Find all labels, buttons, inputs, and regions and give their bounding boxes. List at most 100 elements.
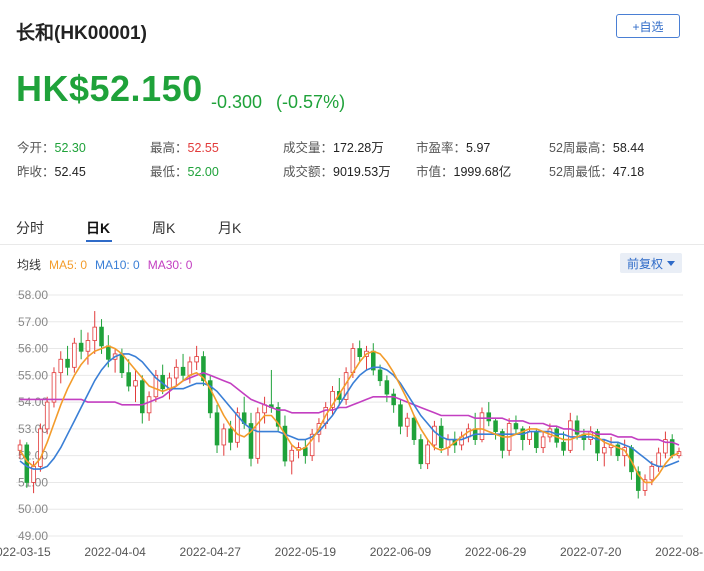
candlestick-chart[interactable]: 58.0057.0056.0055.0054.0053.0052.0051.00… bbox=[0, 280, 704, 571]
candle-body bbox=[119, 353, 125, 374]
candle-body bbox=[275, 407, 281, 427]
candle-body bbox=[540, 436, 546, 449]
candle-body bbox=[85, 340, 91, 352]
candle-body bbox=[656, 452, 661, 467]
stat-label: 今开： bbox=[17, 141, 55, 155]
candle-body bbox=[479, 412, 485, 440]
candle-body bbox=[642, 479, 648, 491]
chevron-down-icon bbox=[667, 260, 675, 266]
stat-label: 52周最高： bbox=[549, 141, 613, 155]
add-watchlist-button[interactable]: +自选 bbox=[616, 14, 680, 38]
candle-body bbox=[330, 391, 335, 408]
tab-weekly[interactable]: 周K bbox=[152, 220, 176, 236]
candle-body bbox=[500, 431, 505, 451]
tab-divider bbox=[0, 244, 704, 245]
candle-body bbox=[173, 366, 179, 379]
x-tick-label: 2022-05-19 bbox=[275, 545, 337, 559]
adjust-dropdown[interactable]: 前复权 bbox=[620, 253, 682, 273]
ma5-line bbox=[19, 345, 680, 484]
stat-value: 52.30 bbox=[54, 141, 86, 155]
candle-body bbox=[357, 348, 362, 357]
stat-label: 最高： bbox=[150, 141, 188, 155]
stat-label: 市盈率： bbox=[416, 141, 467, 155]
stat-value: 52.45 bbox=[54, 165, 86, 179]
tab-daily[interactable]: 日K bbox=[86, 220, 111, 236]
stat-item: 最低：52.00 bbox=[150, 161, 219, 180]
candle-body bbox=[418, 439, 424, 465]
ma-legend-item: MA30: 0 bbox=[147, 258, 193, 272]
y-tick-label: 57.00 bbox=[18, 315, 48, 329]
stat-value: 58.44 bbox=[612, 141, 645, 155]
candle-body bbox=[194, 356, 199, 363]
ma-legend: 均线 MA5: 0 MA10: 0 MA30: 0 bbox=[17, 256, 200, 273]
candle-body bbox=[432, 425, 437, 446]
stat-label: 最低： bbox=[150, 165, 188, 179]
y-tick-label: 53.00 bbox=[18, 422, 48, 436]
stat-value: 5.97 bbox=[466, 141, 491, 155]
candle-body bbox=[384, 380, 390, 395]
candle-body bbox=[24, 444, 30, 483]
stat-item: 成交量：172.28万 bbox=[283, 137, 384, 156]
candle-body bbox=[146, 396, 152, 414]
stat-item: 昨收：52.45 bbox=[17, 161, 86, 180]
candle-body bbox=[38, 428, 43, 467]
current-price: HK$52.150 bbox=[16, 68, 203, 109]
ma-legend-item: MA5: 0 bbox=[49, 258, 88, 272]
candle-body bbox=[126, 372, 131, 387]
y-tick-label: 50.00 bbox=[18, 502, 48, 516]
active-tab-indicator bbox=[86, 240, 112, 242]
y-tick-label: 54.00 bbox=[18, 395, 48, 409]
candle-body bbox=[106, 345, 111, 360]
y-tick-label: 58.00 bbox=[18, 288, 48, 302]
candle-body bbox=[615, 444, 621, 457]
candle-body bbox=[17, 444, 23, 451]
candle-body bbox=[133, 380, 138, 387]
candle-body bbox=[289, 449, 295, 462]
candle-body bbox=[207, 380, 213, 414]
candle-body bbox=[534, 431, 539, 449]
candle-body bbox=[187, 361, 193, 376]
candle-body bbox=[99, 326, 104, 347]
candle-body bbox=[235, 412, 240, 443]
ma10-line bbox=[19, 353, 680, 470]
y-tick-label: 55.00 bbox=[18, 368, 48, 382]
stock-title: 长和(HK00001) bbox=[16, 23, 147, 44]
stat-item: 成交额：9019.53万 bbox=[283, 161, 391, 180]
y-tick-label: 49.00 bbox=[18, 529, 48, 543]
candle-body bbox=[44, 401, 50, 430]
candle-body bbox=[255, 412, 261, 459]
candle-body bbox=[153, 374, 159, 398]
x-tick-label: 2022-04-04 bbox=[84, 545, 146, 559]
x-tick-label: 2022-04-27 bbox=[180, 545, 242, 559]
candle-body bbox=[601, 447, 607, 454]
tab-monthly[interactable]: 月K bbox=[218, 220, 242, 236]
candle-body bbox=[561, 441, 566, 451]
candle-body bbox=[248, 423, 254, 459]
candle-body bbox=[140, 380, 145, 414]
x-tick-label: 2022-06-09 bbox=[370, 545, 432, 559]
candle-body bbox=[201, 356, 206, 382]
candle-body bbox=[404, 417, 410, 427]
stat-item: 市值：1999.68亿 bbox=[416, 161, 511, 180]
stat-value: 9019.53万 bbox=[333, 165, 391, 179]
x-tick-label: 2022-06-29 bbox=[465, 545, 527, 559]
candle-body bbox=[180, 366, 186, 376]
stat-label: 52周最低： bbox=[549, 165, 613, 179]
candle-body bbox=[228, 428, 233, 443]
candle-body bbox=[513, 423, 519, 430]
candle-body bbox=[377, 369, 383, 382]
ma-legend-label: 均线 bbox=[17, 258, 42, 272]
candle-body bbox=[425, 444, 430, 465]
ma-legend-item: MA10: 0 bbox=[95, 258, 140, 272]
candle-body bbox=[72, 342, 77, 368]
candle-body bbox=[78, 342, 84, 352]
ma30-line bbox=[20, 371, 680, 446]
x-tick-label: 2022-07-20 bbox=[560, 545, 622, 559]
candle-body bbox=[282, 425, 288, 462]
stat-value: 47.18 bbox=[612, 165, 645, 179]
tab-intraday[interactable]: 分时 bbox=[16, 220, 44, 236]
candle-body bbox=[309, 433, 315, 457]
stat-value: 172.28万 bbox=[333, 141, 384, 155]
candle-body bbox=[58, 358, 64, 374]
candle-body bbox=[221, 428, 227, 446]
